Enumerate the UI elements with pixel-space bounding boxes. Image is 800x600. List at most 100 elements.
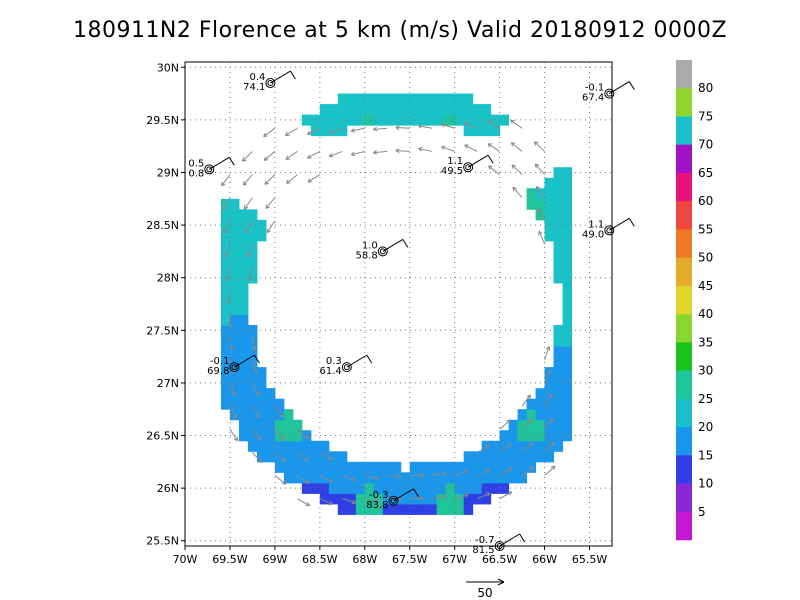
shade-cell <box>445 461 456 473</box>
wind-vector-head <box>227 323 231 328</box>
shade-cell <box>301 440 312 452</box>
shade-cell <box>238 209 249 221</box>
station-label-top: 0.5 <box>188 158 204 169</box>
shade-cell <box>391 93 402 105</box>
shade-cell <box>400 472 411 484</box>
wind-vector <box>307 174 321 183</box>
shade-cell <box>229 356 240 368</box>
station-marker <box>341 362 352 373</box>
axis-ticks: 70W 69.5W 69W 68.5W 68W 67.5W 67W 66.5W 66W 65.5W… <box>146 61 607 566</box>
wind-vector-head <box>251 346 256 351</box>
shade-cell <box>418 461 429 473</box>
wind-vector <box>226 267 231 281</box>
shade-cell <box>346 503 357 515</box>
wind-vector-head <box>352 499 356 504</box>
shade-cell <box>364 114 375 126</box>
shade-cell <box>481 125 492 137</box>
colorbar-label: 30 <box>698 364 713 378</box>
wind-vector <box>387 475 402 478</box>
shade-cell <box>238 335 249 347</box>
shade-cell <box>562 388 573 400</box>
shade-cell <box>229 293 240 305</box>
shade-cell <box>427 104 438 116</box>
shade-cell <box>544 388 555 400</box>
shade-cell <box>544 430 555 442</box>
wind-barb-flag <box>228 157 235 166</box>
shade-cell <box>436 472 447 484</box>
wind-vector-head <box>506 419 511 422</box>
shade-cell <box>220 282 231 294</box>
shade-cell <box>526 409 537 421</box>
shade-cell <box>310 451 321 463</box>
observation-stations: 0.474.10.50.81.058.81.149.5-0.167.41.149… <box>188 70 635 556</box>
station-marker <box>388 495 399 506</box>
station-label-bottom: 81.5 <box>472 545 494 556</box>
shade-cell <box>445 93 456 105</box>
shade-cell <box>310 461 321 473</box>
colorbar-swatch <box>676 314 692 343</box>
shade-cell <box>337 104 348 116</box>
wind-barb-flag <box>366 354 373 364</box>
station-label-bottom: 49.5 <box>441 166 463 177</box>
shade-cell <box>418 472 429 484</box>
shade-cell <box>292 440 303 452</box>
lat-tick-label: 27N <box>157 377 179 390</box>
shade-cell <box>256 409 267 421</box>
wind-vector-head <box>508 419 511 424</box>
wind-vector-head <box>307 154 311 159</box>
wind-vector <box>229 382 236 397</box>
shade-cell <box>292 461 303 473</box>
shade-cell <box>238 346 249 358</box>
shade-cell <box>229 367 240 379</box>
colorbar-swatch <box>676 370 692 400</box>
wind-vector <box>342 475 356 481</box>
wind-vector <box>454 494 469 500</box>
shade-cell <box>238 230 249 242</box>
shade-cell <box>328 493 339 505</box>
lon-tick-label: 69.5W <box>212 553 247 566</box>
shade-cell <box>562 251 573 263</box>
wind-vector-head <box>395 148 400 152</box>
shade-cell <box>256 377 267 389</box>
shade-cell <box>463 482 474 494</box>
wind-vector-head <box>221 181 223 186</box>
shade-cell <box>319 482 330 494</box>
shade-cell <box>562 325 573 337</box>
station-label-top: 1.1 <box>588 219 604 230</box>
wind-vector-head <box>242 159 247 162</box>
colorbar-swatch <box>676 201 692 230</box>
shade-cell <box>247 325 258 337</box>
shade-cell <box>454 503 465 515</box>
shade-cell <box>265 388 276 400</box>
wind-vector-head <box>229 323 233 328</box>
wind-vector <box>252 452 263 464</box>
shade-cell <box>454 93 465 105</box>
wind-vector-head <box>552 418 554 423</box>
station-label-top: -0.1 <box>585 83 605 94</box>
lon-tick-label: 66.5W <box>482 553 517 566</box>
station-marker-inner <box>206 166 213 173</box>
colorbar-swatch <box>676 455 692 484</box>
shade-cell <box>454 472 465 484</box>
wind-vector <box>432 472 447 476</box>
wind-vector-head <box>373 128 378 132</box>
shade-cell <box>409 114 420 126</box>
wind-vector-head <box>395 150 400 154</box>
wind-vector-head <box>530 418 533 423</box>
shade-cell <box>409 472 420 484</box>
shade-cell <box>463 493 474 505</box>
shade-cell <box>553 335 564 347</box>
shade-cell <box>427 472 438 484</box>
shade-cell <box>544 377 555 389</box>
wind-vector <box>248 267 253 281</box>
shade-cell <box>544 219 555 231</box>
wind-vector <box>511 164 523 175</box>
wind-barb <box>499 533 520 547</box>
shade-cell <box>355 503 366 515</box>
wind-vector-head <box>545 346 550 350</box>
shade-cell <box>283 440 294 452</box>
wind-vector-head <box>259 436 262 441</box>
wind-vector-head <box>534 141 539 144</box>
colorbar-swatch <box>676 116 692 146</box>
